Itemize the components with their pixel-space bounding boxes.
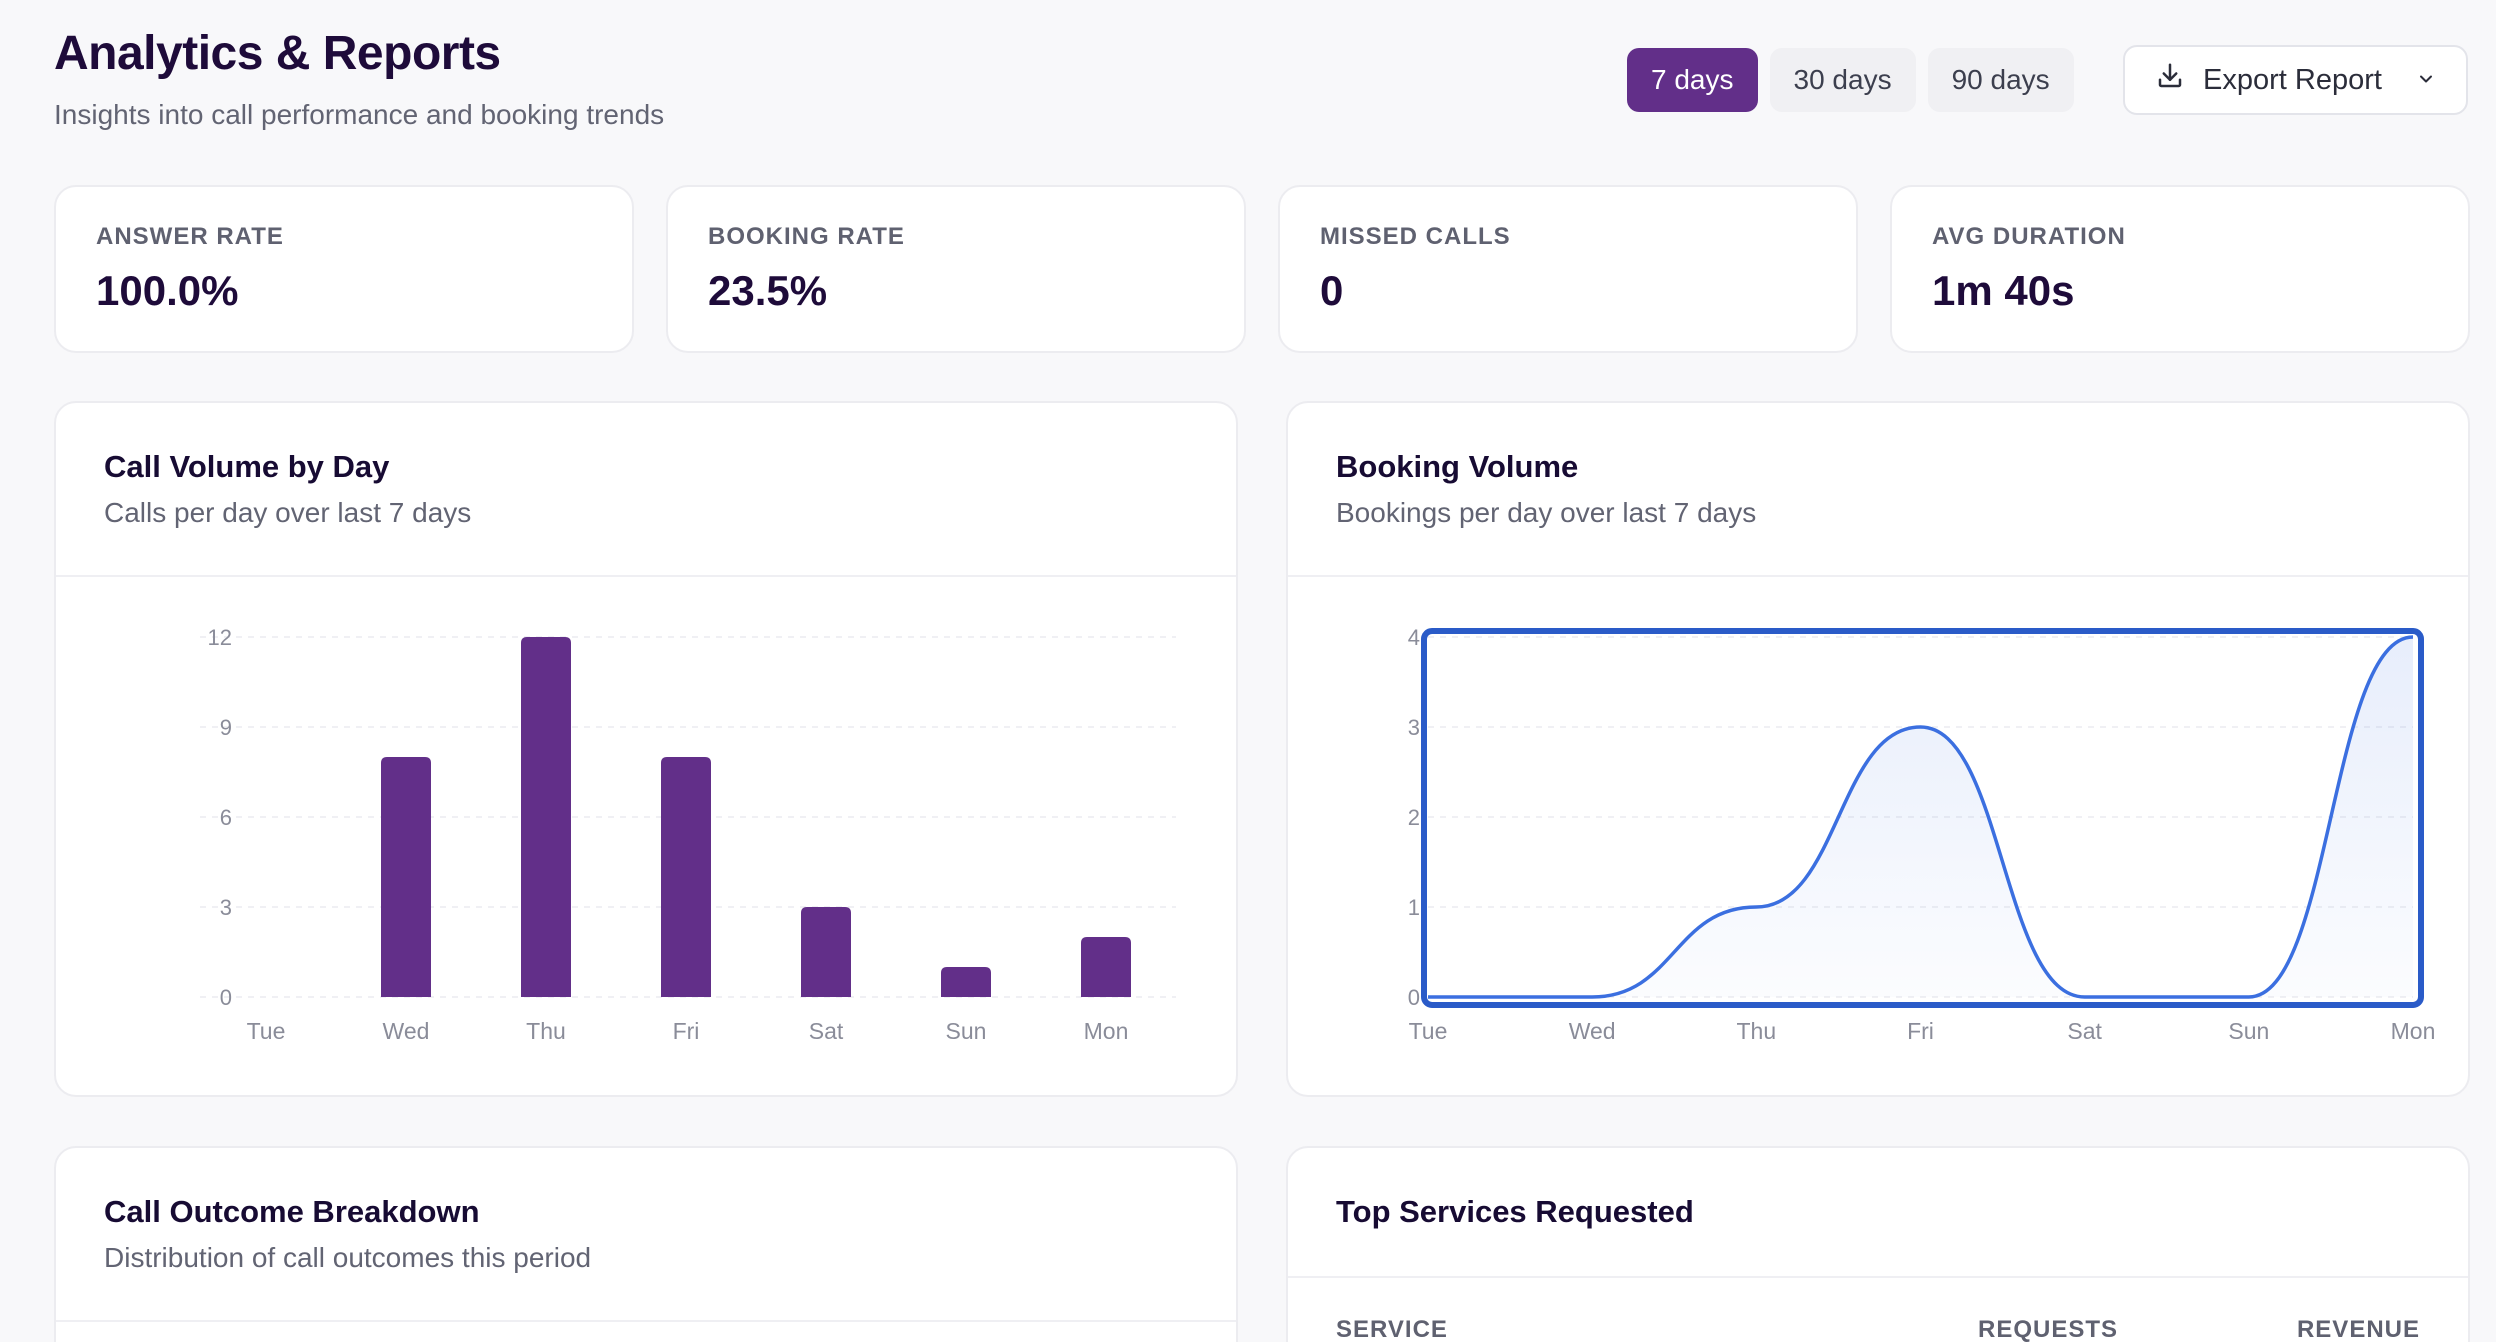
panel-title: Call Outcome Breakdown — [104, 1194, 480, 1229]
bar-mon — [1081, 937, 1131, 997]
column-header-requests: REQUESTS — [1978, 1316, 2119, 1342]
call-volume-panel: Call Volume by Day Calls per day over la… — [54, 401, 1238, 1097]
page-subtitle: Insights into call performance and booki… — [54, 99, 665, 130]
panel-title: Call Volume by Day — [104, 449, 390, 484]
range-30-days-button[interactable]: 30 days — [1769, 48, 1916, 112]
stat-label: BOOKING RATE — [708, 223, 905, 250]
bar-thu — [521, 637, 571, 997]
top-services-panel: Top Services Requested SERVICE REQUESTS … — [1286, 1146, 2470, 1342]
page-header: Analytics & Reports Insights into call p… — [54, 26, 664, 131]
date-range-selector: 7 days 30 days 90 days — [1627, 48, 2074, 112]
export-report-label: Export Report — [2203, 63, 2382, 96]
x-tick-label: Thu — [526, 1018, 566, 1044]
y-tick-label: 4 — [1408, 625, 1420, 650]
panel-title: Top Services Requested — [1336, 1194, 1694, 1229]
range-7-days-button[interactable]: 7 days — [1627, 48, 1758, 112]
stat-value: 1m 40s — [1932, 267, 2075, 314]
x-tick-label: Sat — [2067, 1018, 2102, 1044]
stat-value: 100.0% — [96, 267, 239, 314]
bar-sun — [941, 967, 991, 997]
stat-card-missed-calls: MISSED CALLS 0 — [1278, 185, 1858, 353]
stat-value: 23.5% — [708, 267, 828, 314]
x-tick-label: Tue — [247, 1018, 286, 1044]
y-tick-label: 6 — [220, 805, 232, 830]
download-icon — [2155, 61, 2185, 99]
area-fill — [1428, 637, 2413, 997]
chevron-down-icon — [2416, 64, 2436, 97]
page-title: Analytics & Reports — [54, 27, 501, 80]
stat-label: ANSWER RATE — [96, 223, 284, 250]
y-tick-label: 9 — [220, 715, 232, 740]
stat-value: 0 — [1320, 267, 1344, 314]
panel-subtitle: Calls per day over last 7 days — [104, 497, 472, 528]
panel-title: Booking Volume — [1336, 449, 1579, 484]
x-tick-label: Sun — [946, 1018, 987, 1044]
x-tick-label: Mon — [2391, 1018, 2436, 1044]
series-line — [1427, 635, 2414, 999]
booking-volume-area-chart[interactable]: 0 1 2 3 4 Tue Wed Thu Fri Sat Sun Mon — [1288, 577, 2468, 1097]
x-tick-label: Wed — [383, 1018, 430, 1044]
bar-sat — [801, 907, 851, 997]
x-tick-label: Sun — [2228, 1018, 2269, 1044]
range-90-days-button[interactable]: 90 days — [1927, 48, 2074, 112]
x-tick-label: Fri — [673, 1018, 700, 1044]
bar-wed — [381, 757, 431, 997]
stat-label: AVG DURATION — [1932, 223, 2126, 250]
x-tick-label: Thu — [1737, 1018, 1777, 1044]
panel-subtitle: Distribution of call outcomes this perio… — [104, 1242, 592, 1273]
call-outcome-panel: Call Outcome Breakdown Distribution of c… — [54, 1146, 1238, 1342]
y-tick-label: 3 — [220, 895, 232, 920]
stat-card-booking-rate: BOOKING RATE 23.5% — [666, 185, 1246, 353]
y-tick-label: 3 — [1408, 715, 1420, 740]
y-tick-label: 2 — [1408, 805, 1420, 830]
bar-fri — [661, 757, 711, 997]
panel-divider — [1288, 1276, 2468, 1278]
export-report-button[interactable]: Export Report — [2123, 45, 2468, 115]
y-tick-label: 0 — [220, 985, 232, 1010]
panel-divider — [56, 1320, 1236, 1322]
x-tick-label: Wed — [1569, 1018, 1616, 1044]
y-tick-label: 12 — [208, 625, 232, 650]
chart-focus-outline — [1421, 628, 2424, 1008]
panel-subtitle: Bookings per day over last 7 days — [1336, 497, 1757, 528]
stat-card-avg-duration: AVG DURATION 1m 40s — [1890, 185, 2470, 353]
y-tick-label: 1 — [1408, 895, 1420, 920]
call-volume-bar-chart: 0 3 6 9 12 Tue Wed Thu Fri Sat Sun Mon — [200, 625, 1176, 1044]
column-header-revenue: REVENUE — [2296, 1316, 2420, 1342]
booking-volume-panel: Booking Volume Bookings per day over las… — [1286, 401, 2470, 1097]
y-tick-label: 0 — [1408, 985, 1420, 1010]
panel-divider — [1288, 575, 2468, 577]
x-tick-label: Fri — [1907, 1018, 1934, 1044]
x-tick-label: Tue — [1409, 1018, 1448, 1044]
stat-card-answer-rate: ANSWER RATE 100.0% — [54, 185, 634, 353]
panel-divider — [56, 575, 1236, 577]
column-header-service: SERVICE — [1336, 1316, 1448, 1342]
x-tick-label: Mon — [1084, 1018, 1129, 1044]
x-tick-label: Sat — [809, 1018, 844, 1044]
stat-label: MISSED CALLS — [1320, 223, 1511, 250]
